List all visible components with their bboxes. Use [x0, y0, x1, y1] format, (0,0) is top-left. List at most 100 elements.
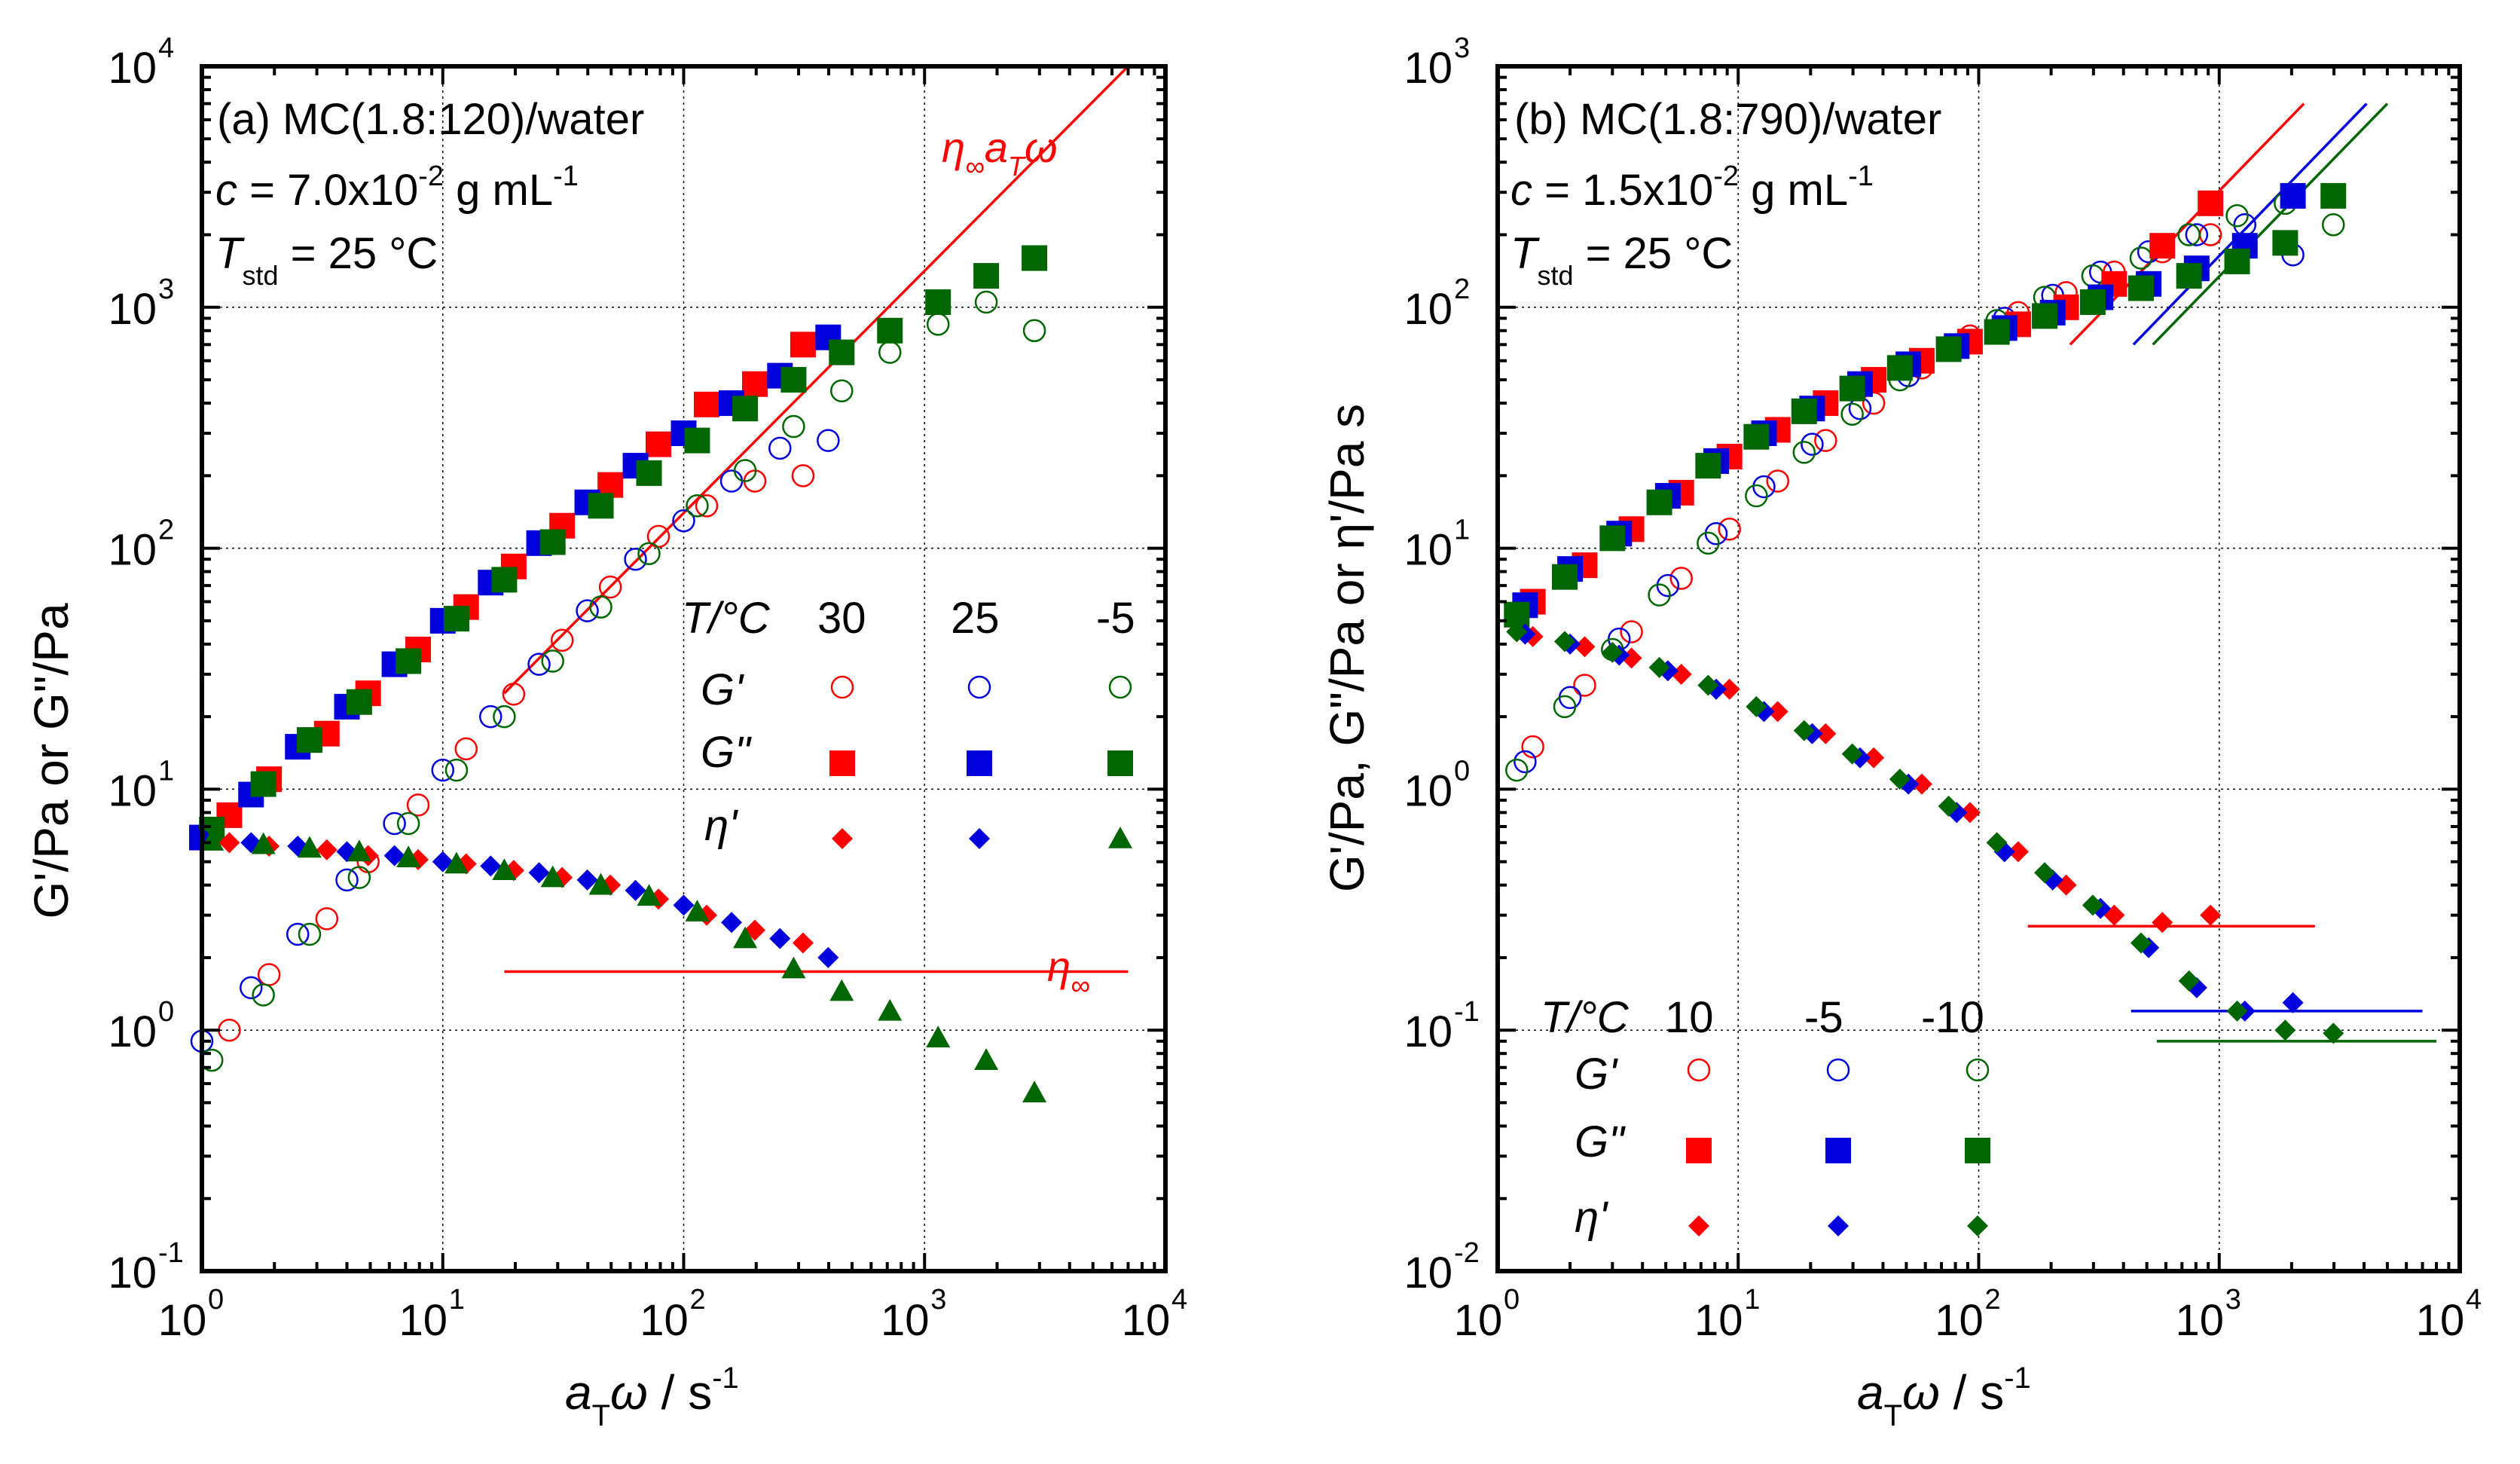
- data-point: [878, 998, 903, 1021]
- data-point: [2127, 275, 2154, 301]
- x-tick-label-exponent: 2: [690, 1284, 706, 1316]
- data-point: [636, 460, 662, 486]
- data-point: [721, 912, 743, 934]
- x-tick-label-exponent: 4: [2466, 1284, 2482, 1316]
- x-tick-label: 10: [2175, 1296, 2224, 1345]
- data-point: [527, 653, 551, 676]
- data-point: [1704, 521, 1728, 546]
- data-point: [2149, 233, 2176, 259]
- data-point: [2178, 970, 2200, 992]
- y-tick-label-exponent: 3: [158, 274, 174, 305]
- data-point: [2198, 190, 2224, 216]
- data-point: [252, 983, 275, 1007]
- data-point: [346, 689, 372, 715]
- data-point: [1815, 723, 1837, 744]
- legend-marker: [1965, 1138, 1990, 1163]
- data-point: [250, 771, 276, 797]
- data-point: [2282, 992, 2304, 1013]
- y-tick-label: 10: [1404, 44, 1452, 93]
- data-point: [298, 922, 322, 946]
- panel-b-y-axis-label: G'/Pa, G"/Pa or η'/Pa s: [1320, 404, 1374, 892]
- data-point: [829, 979, 854, 1001]
- data-point: [347, 866, 371, 889]
- data-point: [733, 926, 758, 949]
- data-point: [576, 599, 599, 622]
- data-point: [1938, 795, 1959, 817]
- y-tick-label: 10: [108, 526, 157, 575]
- x-tick-label-exponent: 4: [1171, 1284, 1187, 1316]
- data-point: [1959, 802, 1981, 824]
- data-point: [2007, 841, 2029, 863]
- data-point: [2224, 248, 2250, 274]
- x-tick-label-exponent: 0: [1504, 1284, 1520, 1316]
- data-point: [576, 869, 598, 891]
- panel-b-legend: T/°C 10 -5 -10 G' G" η': [1541, 993, 1990, 1242]
- y-tick-label: 10: [108, 285, 157, 334]
- data-point: [200, 829, 225, 851]
- data-point: [218, 832, 240, 854]
- data-point: [1986, 832, 2008, 854]
- data-point: [1573, 674, 1596, 697]
- data-point: [2225, 203, 2249, 228]
- data-point: [1553, 631, 1575, 653]
- data-point: [598, 575, 622, 599]
- panel-a: 10 0 10 1 10 2 10 3 10 410 -110 010 110 210 310 4 (a) M…: [24, 32, 1187, 1432]
- panel-b-gridlines: [1498, 66, 2460, 1271]
- data-point: [686, 494, 709, 518]
- x-tick-label: 10: [1122, 1296, 1171, 1345]
- data-point: [925, 289, 951, 316]
- data-point: [974, 1048, 999, 1070]
- data-point: [782, 414, 805, 439]
- data-point: [1648, 656, 1670, 678]
- legend-marker: [1828, 1215, 1849, 1236]
- data-point: [493, 704, 516, 729]
- x-tick-label: 10: [158, 1296, 207, 1345]
- legend-marker: [1825, 1138, 1851, 1163]
- x-tick-label: 10: [399, 1296, 447, 1345]
- data-point: [297, 836, 322, 858]
- data-point: [1022, 245, 1048, 271]
- data-point: [396, 648, 422, 674]
- data-point: [444, 851, 469, 874]
- panel-b-legend-temp-2: -5: [1804, 993, 1843, 1042]
- y-tick-label-exponent: 2: [1454, 274, 1470, 305]
- y-tick-label: 10: [1404, 766, 1452, 815]
- data-point: [768, 436, 792, 460]
- panel-a-reference-lines: [503, 65, 1129, 973]
- data-point: [1863, 747, 1885, 769]
- data-point: [684, 427, 710, 454]
- legend-marker: [832, 828, 853, 849]
- panel-b-legend-temp-1: 10: [1665, 993, 1714, 1042]
- y-tick-label: 10: [108, 1249, 157, 1297]
- data-point: [296, 727, 322, 753]
- data-point: [1656, 573, 1680, 598]
- legend-marker: [830, 675, 854, 699]
- data-point: [694, 391, 720, 417]
- data-point: [444, 758, 469, 782]
- legend-marker: [967, 675, 991, 699]
- x-tick-label: 10: [2416, 1296, 2465, 1345]
- panel-a-slope-line-label: η∞aTω: [942, 124, 1058, 182]
- data-point: [383, 811, 406, 836]
- data-point: [550, 628, 574, 652]
- data-point: [781, 956, 806, 979]
- data-point: [286, 922, 310, 946]
- panel-b-tstd: Tstd = 25 °C: [1510, 229, 1733, 291]
- x-tick-label: 10: [1454, 1296, 1503, 1345]
- panel-b-ticks: 10 0 10 1 10 2 10 3 10 410 -210 -110 010 110 210 3: [1404, 32, 2482, 1345]
- data-point: [817, 429, 840, 452]
- legend-marker: [1688, 1215, 1709, 1236]
- data-point: [347, 839, 371, 862]
- y-tick-label: 10: [108, 1007, 157, 1056]
- data-point: [1791, 398, 1817, 424]
- x-tick-label: 10: [640, 1296, 689, 1345]
- data-point: [396, 811, 420, 836]
- data-point: [588, 873, 613, 895]
- data-point: [926, 313, 950, 336]
- data-point: [406, 793, 430, 817]
- legend-marker: [1108, 827, 1132, 848]
- data-point: [1574, 636, 1596, 658]
- y-tick-label: 10: [108, 766, 157, 815]
- panel-b-concentration: c = 1.5x10-2 g mL-1: [1510, 160, 1874, 215]
